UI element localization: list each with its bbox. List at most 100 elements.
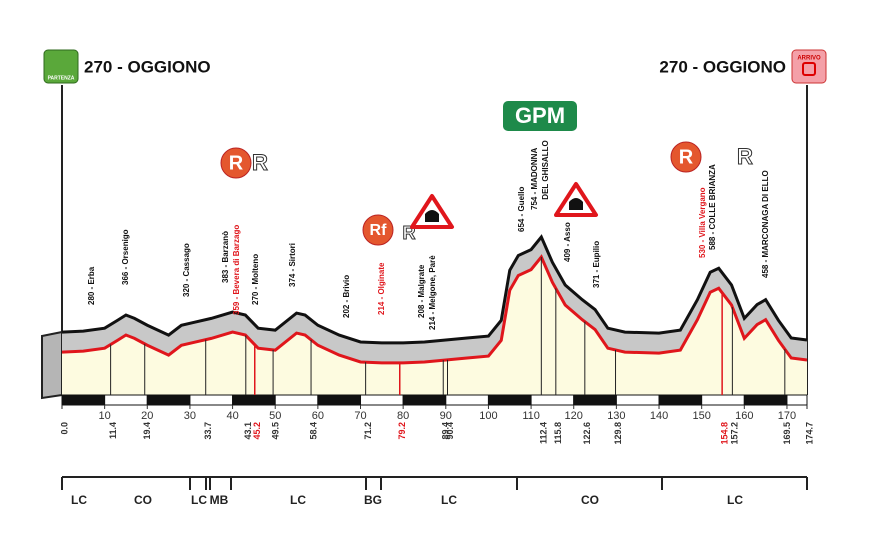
waypoint-label: 208 - Malgrate: [417, 264, 426, 318]
zone-label: LC: [290, 493, 306, 507]
km-marker-label: 154.8: [720, 422, 730, 445]
waypoint-label: 214 - Olginate: [377, 262, 386, 315]
km-bar-segment: [487, 394, 532, 406]
waypoint-label: 458 - MARCONAGA DI ELLO: [761, 170, 770, 278]
x-tick-label: 40: [226, 410, 238, 422]
x-tick-label: 130: [607, 410, 625, 422]
profile-fill: [62, 257, 807, 395]
km-marker-label: 45.2: [252, 422, 262, 440]
gpm-label: GPM: [515, 103, 565, 128]
zone-label: LC: [727, 493, 743, 507]
waypoint-label: 374 - Sirtori: [288, 243, 297, 287]
waypoint-label: 530 - Villa Vergano: [698, 187, 707, 258]
waypoint-label: 320 - Cassago: [182, 243, 191, 297]
km-marker-label: 0.0: [59, 422, 69, 435]
waypoint-label: 754 - MADONNA: [530, 148, 539, 210]
x-tick-label: 140: [650, 410, 668, 422]
km-bar-segment: [189, 394, 234, 406]
km-marker-label: 33.7: [203, 422, 213, 440]
sign: [670, 141, 702, 173]
waypoint-label: 383 - Barzanò: [221, 231, 230, 283]
km-bar-segment: [615, 394, 660, 406]
sign-label: R: [737, 144, 753, 169]
km-bar-segment: [445, 394, 489, 406]
sign-label: Rf: [370, 222, 388, 239]
finish-town: 270 - OGGIONO: [659, 57, 786, 76]
waypoint-label: 371 - Eupilio: [592, 241, 601, 288]
plot: 10 20 30 40 50 60 70 80 90 100 110 120 130 140 150 160 1…: [59, 140, 814, 444]
x-tick-label: 10: [99, 410, 111, 422]
zone-label: CO: [581, 493, 599, 507]
tunnel-glyph: [569, 198, 583, 210]
zone-bar: [61, 476, 808, 490]
sign-label: R: [252, 150, 268, 175]
waypoint-label: 214 - Melgone, Parè: [428, 255, 437, 330]
km-marker-label: 129.8: [613, 422, 623, 445]
km-bar-segment: [701, 394, 745, 406]
km-bar-segment: [274, 394, 319, 406]
x-tick-label: 90: [440, 410, 452, 422]
waypoint-label: 654 - Guello: [517, 187, 526, 232]
km-marker-label: 58.4: [308, 422, 318, 440]
km-bar-segment: [402, 394, 447, 406]
x-tick-label: 120: [565, 410, 583, 422]
waypoint-label: 270 - Molteno: [251, 254, 260, 305]
x-tick-label: 20: [141, 410, 153, 422]
waypoint-label: 366 - Orsenigo: [121, 229, 130, 285]
km-marker-label: 174.7: [804, 422, 814, 445]
km-bar-segment: [61, 394, 106, 406]
waypoint-label: DEL GHISALLO: [541, 140, 550, 199]
x-tick-label: 70: [354, 410, 366, 422]
x-tick-label: 170: [778, 410, 796, 422]
zone-label: MB: [210, 493, 229, 507]
finish-icon-glyph: [802, 62, 816, 76]
waypoint-label: 409 - Asso: [563, 222, 572, 262]
km-bar-segment: [786, 394, 808, 406]
km-marker-label: 122.6: [582, 422, 592, 445]
km-bar-segment: [146, 394, 191, 406]
waypoint-label: 588 - COLLE BRIANZA: [708, 164, 717, 250]
km-marker-label: 43.1: [243, 422, 253, 440]
km-marker-label: 79.2: [397, 422, 407, 440]
sign: [220, 147, 252, 179]
profile-line: [61, 234, 808, 345]
x-tick-label: 100: [479, 410, 497, 422]
km-marker-label: 115.8: [553, 422, 563, 444]
km-bar-segment: [658, 394, 703, 406]
km-bar-segment: [232, 394, 276, 406]
gpm-badge: [503, 101, 577, 131]
km-marker-label: 11.4: [108, 422, 118, 439]
zone-label: LC: [71, 493, 87, 507]
start-town: 270 - OGGIONO: [84, 57, 211, 76]
start-icon: [43, 49, 79, 84]
finish-icon-label: ARRIVO: [797, 56, 821, 62]
zone-label: BG: [364, 493, 382, 507]
tunnel-glyph: [425, 210, 439, 222]
x-tick-label: 50: [269, 410, 281, 422]
waypoint-label: 202 - Brivio: [342, 275, 351, 318]
x-tick-label: 110: [522, 410, 540, 422]
waypoint-label: 359 - Bevera di Barzago: [232, 225, 241, 315]
km-bar-segment: [360, 394, 404, 406]
km-marker-label: 71.2: [363, 422, 373, 440]
zone-label: LC: [441, 493, 457, 507]
km-bar-segment: [573, 394, 617, 406]
km-bar-segment: [317, 394, 362, 406]
km-marker-label: 112.4: [539, 422, 549, 444]
km-marker-label: 89.4: [441, 422, 451, 440]
km-marker-label: 157.2: [730, 422, 740, 445]
km-marker-label: 49.5: [270, 422, 280, 440]
km-bar-segment: [743, 394, 788, 406]
zone-label: CO: [134, 493, 152, 507]
km-marker-label: 169.5: [782, 422, 792, 445]
km-marker-label: 19.4: [142, 422, 152, 440]
sign-label: R: [679, 146, 694, 168]
x-tick-label: 60: [312, 410, 324, 422]
x-tick-label: 80: [397, 410, 409, 422]
sign: [362, 214, 394, 246]
sign-label: R: [229, 152, 244, 174]
zone-label: LC: [191, 493, 207, 507]
finish-icon: [791, 49, 827, 84]
km-marker-label: 90.4: [445, 422, 455, 440]
